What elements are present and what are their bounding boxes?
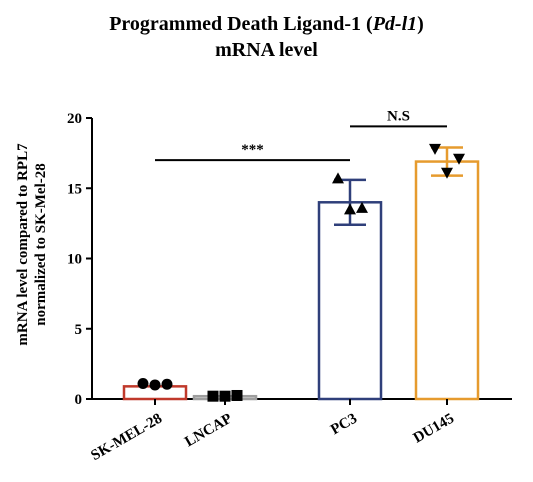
y-tick-label: 5 <box>75 322 83 338</box>
data-point-square <box>207 390 219 402</box>
significance-label: N.S <box>387 108 410 124</box>
x-tick-label: SK-MEL-28 <box>88 411 165 464</box>
y-tick-label: 20 <box>67 111 82 127</box>
data-point-square <box>231 389 243 401</box>
chart-title: Programmed Death Ligand-1 (Pd-l1) <box>109 13 424 35</box>
data-point-circle <box>149 379 161 391</box>
significance-label: *** <box>241 142 264 158</box>
x-tick-label: PC3 <box>328 411 360 439</box>
data-point-triangle-up <box>332 172 344 184</box>
bar-pc3 <box>317 201 383 401</box>
data-point-triangle-up <box>344 203 356 215</box>
y-axis-label-line2: normalized to SK-Mel-28 <box>33 163 49 325</box>
x-tick-label: LNCAP <box>182 411 235 451</box>
y-tick-label: 0 <box>75 392 83 408</box>
y-tick-label: 10 <box>67 252 82 268</box>
data-point-circle <box>137 378 149 390</box>
data-point-triangle-down <box>453 153 465 165</box>
x-tick-label: DU145 <box>411 411 457 447</box>
data-point-triangle-down <box>429 143 441 155</box>
data-point-triangle-down <box>441 167 453 179</box>
data-point-square <box>219 390 231 402</box>
y-tick-label: 15 <box>67 181 82 197</box>
chart-subtitle: mRNA level <box>215 39 318 61</box>
data-point-triangle-up <box>356 201 368 213</box>
data-point-circle <box>161 378 173 390</box>
y-axis-label: mRNA level compared to RPL7 <box>15 143 31 346</box>
bar-du145 <box>414 160 480 401</box>
